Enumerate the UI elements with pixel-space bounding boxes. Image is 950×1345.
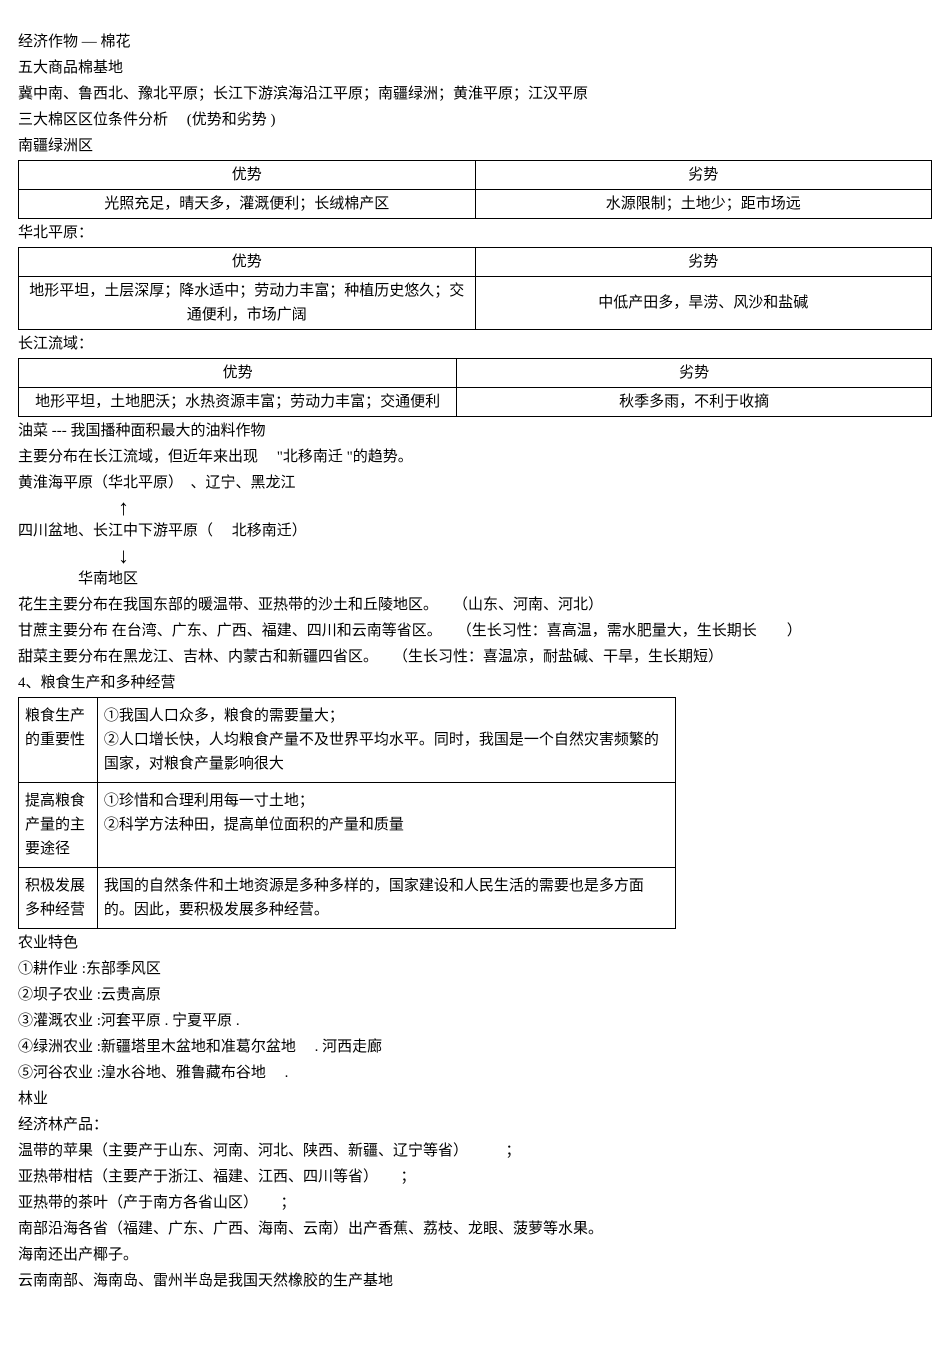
agri-title: 农业特色	[18, 931, 932, 955]
agri-l5: ⑤河谷农业 :湟水谷地、雅鲁藏布谷地 .	[18, 1061, 932, 1085]
forestry-l3: 温带的苹果（主要产于山东、河南、河北、陕西、新疆、辽宁等省） ；	[18, 1139, 932, 1163]
forestry-l7: 海南还出产椰子。	[18, 1243, 932, 1267]
grain-r3-content: 我国的自然条件和土地资源是多种多样的，国家建设和人民生活的需要也是多方面的。因此…	[97, 868, 675, 929]
th-dis: 劣势	[457, 359, 932, 388]
mid1: 华北平原：	[18, 221, 932, 245]
table-grain: 粮食生产的重要性 ①我国人口众多，粮食的需要量大；②人口增长快，人均粮食产量不及…	[18, 697, 676, 929]
forestry-l8: 云南南部、海南岛、雷州半岛是我国天然橡胶的生产基地	[18, 1269, 932, 1293]
table-nanjang: 优势 劣势 光照充足，晴天多，灌溉便利；长绒棉产区 水源限制；土地少；距市场远	[18, 160, 932, 219]
grain-r2-label: 提高粮食产量的主要途径	[19, 783, 98, 868]
td-adv: 地形平坦，土地肥沃；水热资源丰富；劳动力丰富；交通便利	[19, 388, 457, 417]
td-dis: 中低产田多，旱涝、风沙和盐碱	[475, 277, 932, 330]
th-adv: 优势	[19, 248, 476, 277]
agri-l3: ③灌溉农业 :河套平原 . 宁夏平原 .	[18, 1009, 932, 1033]
th-dis: 劣势	[475, 248, 932, 277]
forestry-l2: 经济林产品：	[18, 1113, 932, 1137]
th-dis: 劣势	[475, 161, 932, 190]
intro-l1: 经济作物 — 棉花	[18, 30, 932, 54]
intro-l2: 五大商品棉基地	[18, 56, 932, 80]
grain-r1-label: 粮食生产的重要性	[19, 698, 98, 783]
agri-l4: ④绿洲农业 :新疆塔里木盆地和准葛尔盆地 . 河西走廊	[18, 1035, 932, 1059]
oil-l1: 油菜 --- 我国播种面积最大的油料作物	[18, 419, 932, 443]
forestry-l4: 亚热带柑桔（主要产于浙江、福建、江西、四川等省） ；	[18, 1165, 932, 1189]
grain-r2-content: ①珍惜和合理利用每一寸土地；②科学方法种田，提高单位面积的产量和质量	[97, 783, 675, 868]
oil-l4: 四川盆地、长江中下游平原（ 北移南迁）	[18, 519, 932, 543]
intro-l5: 南疆绿洲区	[18, 134, 932, 158]
oil-l5: 华南地区	[18, 567, 932, 591]
td-dis: 水源限制；土地少；距市场远	[475, 190, 932, 219]
crops-l3: 甜菜主要分布在黑龙江、吉林、内蒙古和新疆四省区。 （生长习性：喜温凉，耐盐碱、干…	[18, 645, 932, 669]
agri-l2: ②坝子农业 :云贵高原	[18, 983, 932, 1007]
forestry-l5: 亚热带的茶叶（产于南方各省山区） ；	[18, 1191, 932, 1215]
intro-l4: 三大棉区区位条件分析 (优势和劣势 )	[18, 108, 932, 132]
table-changjiang: 优势 劣势 地形平坦，土地肥沃；水热资源丰富；劳动力丰富；交通便利 秋季多雨，不…	[18, 358, 932, 417]
td-dis: 秋季多雨，不利于收摘	[457, 388, 932, 417]
forestry-l6: 南部沿海各省（福建、广东、广西、海南、云南）出产香蕉、荔枝、龙眼、菠萝等水果。	[18, 1217, 932, 1241]
forestry-l1: 林业	[18, 1087, 932, 1111]
oil-l3: 黄淮海平原（华北平原） 、辽宁、黑龙江	[18, 471, 932, 495]
crops-l2: 甘蔗主要分布 在台湾、广东、广西、福建、四川和云南等省区。 （生长习性：喜高温，…	[18, 619, 932, 643]
oil-l2: 主要分布在长江流域，但近年来出现 "北移南迁 "的趋势。	[18, 445, 932, 469]
mid2: 长江流域：	[18, 332, 932, 356]
table-huabei: 优势 劣势 地形平坦，土层深厚；降水适中；劳动力丰富；种植历史悠久；交通便利，市…	[18, 247, 932, 330]
crops-l1: 花生主要分布在我国东部的暖温带、亚热带的沙土和丘陵地区。 （山东、河南、河北）	[18, 593, 932, 617]
arrow-up-icon: ↑	[18, 497, 932, 519]
agri-l1: ①耕作业 :东部季风区	[18, 957, 932, 981]
td-adv: 光照充足，晴天多，灌溉便利；长绒棉产区	[19, 190, 476, 219]
arrow-down-icon: ↓	[18, 545, 932, 567]
grain-r3-label: 积极发展多种经营	[19, 868, 98, 929]
th-adv: 优势	[19, 359, 457, 388]
grain-r1-content: ①我国人口众多，粮食的需要量大；②人口增长快，人均粮食产量不及世界平均水平。同时…	[97, 698, 675, 783]
intro-l3: 冀中南、鲁西北、豫北平原；长江下游滨海沿江平原；南疆绿洲；黄淮平原；江汉平原	[18, 82, 932, 106]
th-adv: 优势	[19, 161, 476, 190]
section4-title: 4、粮食生产和多种经营	[18, 671, 932, 695]
td-adv: 地形平坦，土层深厚；降水适中；劳动力丰富；种植历史悠久；交通便利，市场广阔	[19, 277, 476, 330]
